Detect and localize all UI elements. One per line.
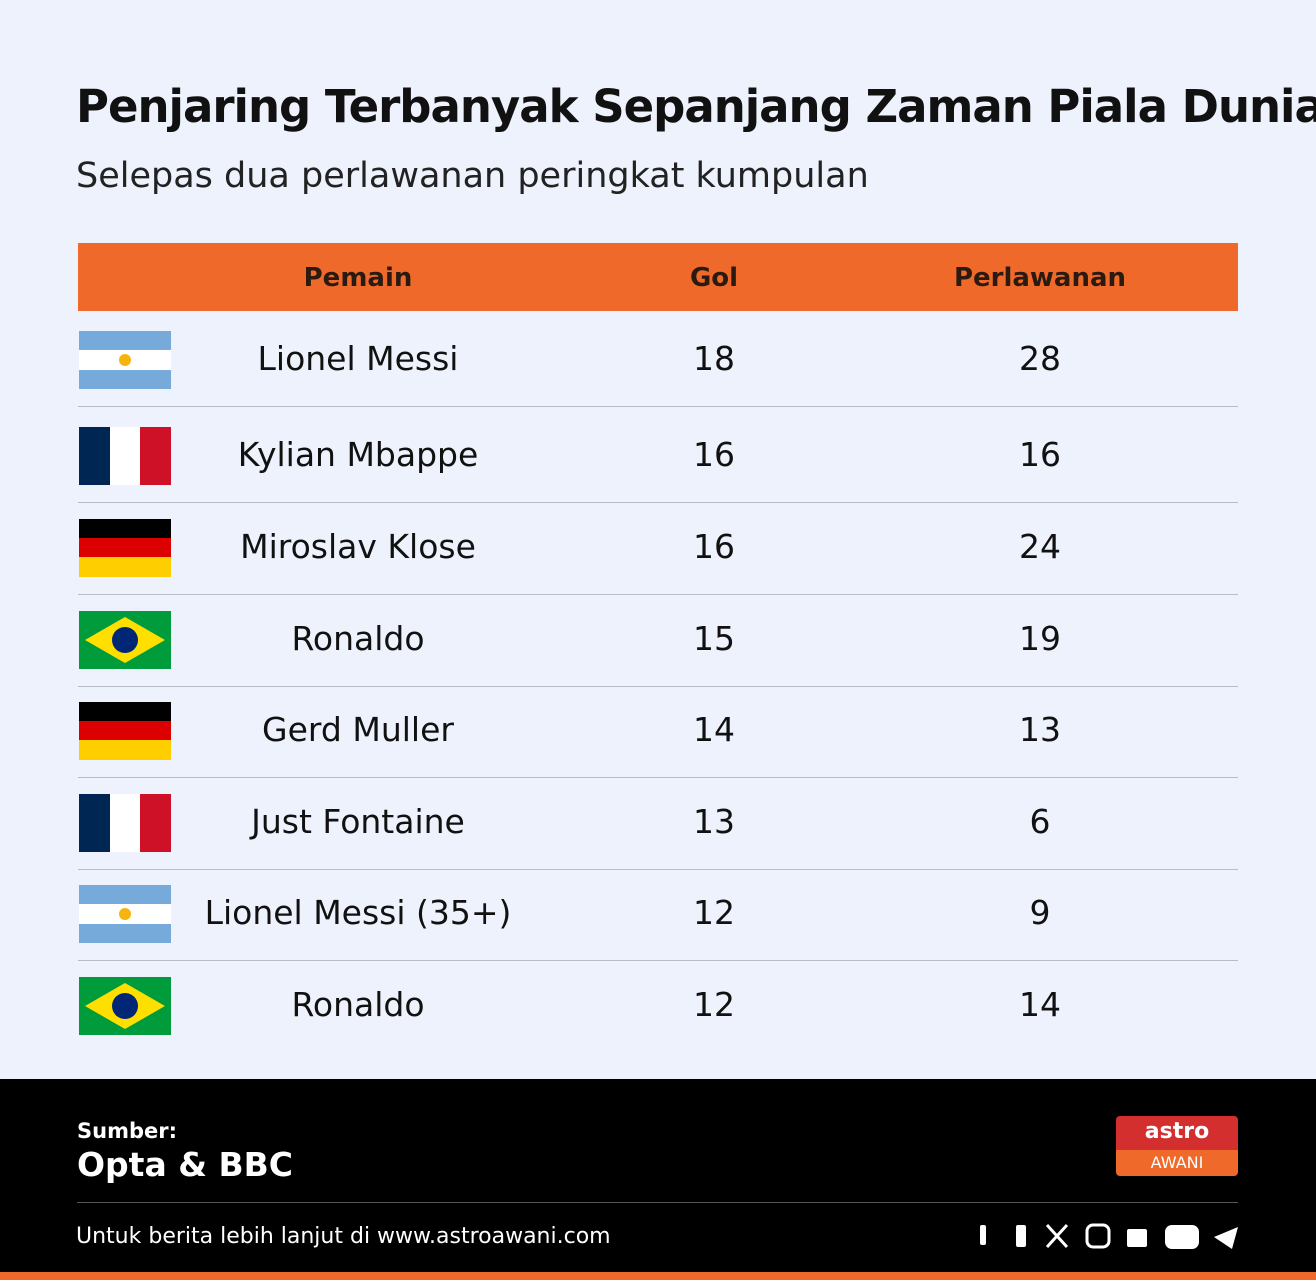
cell-value: 24 xyxy=(1019,527,1061,566)
cell-value: 6 xyxy=(1029,802,1051,841)
row-separator xyxy=(78,406,1238,407)
logo-top: astro xyxy=(1116,1116,1238,1150)
table-row: Miroslav Klose 16 24 xyxy=(78,502,1238,595)
player-name: Gerd Muller xyxy=(262,710,454,749)
footer: Sumber: Opta & BBC astro AWANI Untuk ber… xyxy=(0,1079,1316,1272)
player-name: Ronaldo xyxy=(291,619,425,658)
player-name: Kylian Mbappe xyxy=(237,435,479,474)
row-separator xyxy=(78,686,1238,687)
column-header: Pemain xyxy=(303,263,413,293)
column-header: Gol xyxy=(689,263,739,293)
player-name: Miroslav Klose xyxy=(240,527,476,566)
table-row: Lionel Messi 18 28 xyxy=(78,314,1238,407)
cell-value: 9 xyxy=(1029,893,1051,932)
telegram-icon[interactable] xyxy=(1214,1227,1238,1249)
player-name: Just Fontaine xyxy=(251,802,465,841)
x-icon[interactable] xyxy=(1045,1223,1069,1249)
cell-value: 16 xyxy=(693,435,735,474)
facebook-icon[interactable] xyxy=(1016,1225,1026,1247)
subtitle: Selepas dua perlawanan peringkat kumpula… xyxy=(76,156,869,196)
player-name: Lionel Messi (35+) xyxy=(204,893,512,932)
flag xyxy=(79,885,171,943)
player-name: Ronaldo xyxy=(291,985,425,1024)
cell-value: 12 xyxy=(693,893,735,932)
flag xyxy=(79,331,171,389)
source-label: Sumber: xyxy=(77,1119,177,1143)
instagram-icon[interactable] xyxy=(1085,1223,1111,1249)
cell-value: 19 xyxy=(1019,619,1061,658)
table-row: Ronaldo 12 14 xyxy=(78,960,1238,1052)
table-row: Lionel Messi (35+) 12 9 xyxy=(78,868,1238,961)
logo: astro AWANI xyxy=(1116,1116,1238,1176)
cell-value: 14 xyxy=(693,710,735,749)
row-separator xyxy=(78,869,1238,870)
row-separator xyxy=(78,594,1238,595)
table-row: Ronaldo 15 19 xyxy=(78,594,1238,687)
column-header: Perlawanan xyxy=(953,263,1127,293)
flag xyxy=(79,794,171,852)
cell-value: 13 xyxy=(693,802,735,841)
flag xyxy=(79,611,171,669)
table-row: Gerd Muller 14 13 xyxy=(78,685,1238,778)
player-name: Lionel Messi xyxy=(257,339,459,378)
flag xyxy=(79,977,171,1035)
cell-value: 28 xyxy=(1019,339,1061,378)
row-separator xyxy=(78,777,1238,778)
cell-value: 18 xyxy=(693,339,735,378)
flag xyxy=(79,519,171,577)
flag xyxy=(79,702,171,760)
table-row: Kylian Mbappe 16 16 xyxy=(78,410,1238,503)
row-separator xyxy=(78,502,1238,503)
title: Penjaring Terbanyak Sepanjang Zaman Pial… xyxy=(76,80,1316,133)
linkedin-icon[interactable] xyxy=(1127,1229,1147,1247)
flag xyxy=(79,427,171,485)
cell-value: 16 xyxy=(693,527,735,566)
footer-note: Untuk berita lebih lanjut di www.astroaw… xyxy=(76,1224,611,1249)
source: Opta & BBC xyxy=(77,1145,293,1184)
row-separator xyxy=(78,960,1238,961)
youtube-icon[interactable] xyxy=(1165,1225,1199,1249)
tiktok-icon[interactable] xyxy=(980,1225,986,1245)
cell-value: 15 xyxy=(693,619,735,658)
divider xyxy=(77,1202,1238,1203)
social-icons xyxy=(980,1223,1238,1249)
cell-value: 16 xyxy=(1019,435,1061,474)
table-row: Just Fontaine 13 6 xyxy=(78,777,1238,870)
cell-value: 12 xyxy=(693,985,735,1024)
logo-bottom: AWANI xyxy=(1116,1150,1238,1176)
cell-value: 14 xyxy=(1019,985,1061,1024)
cell-value: 13 xyxy=(1019,710,1061,749)
table-header: Pemain Gol Perlawanan xyxy=(78,243,1238,311)
accent-strip xyxy=(0,1272,1316,1280)
